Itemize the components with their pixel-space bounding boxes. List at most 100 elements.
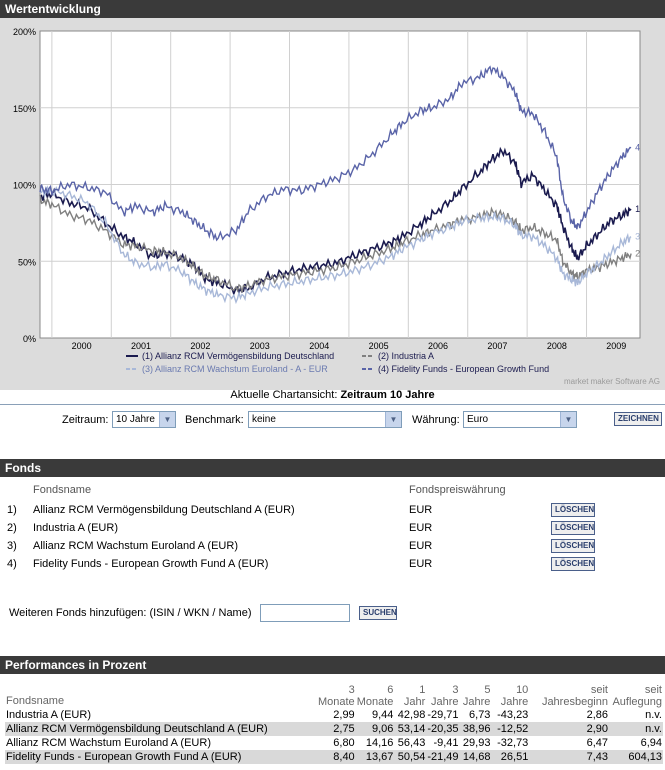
perf-value: -12,52 (491, 722, 530, 736)
fonds-col-name: Fondsname (33, 484, 92, 496)
perf-value: 2,75 (281, 722, 356, 736)
caption-value: Zeitraum 10 Jahre (340, 389, 435, 401)
chevron-down-icon: ▼ (159, 412, 175, 427)
perf-value: 7,43 (529, 750, 609, 764)
x-tick-label: 2003 (250, 341, 270, 351)
perf-col: 6 Monate (356, 684, 394, 708)
perf-fondsname: Allianz RCM Wachstum Euroland A (EUR) (6, 737, 211, 749)
perf-fondsname: Industria A (EUR) (6, 709, 91, 721)
add-fonds-label: Weiteren Fonds hinzufügen: (ISIN / WKN /… (9, 607, 252, 619)
add-fonds-row: Weiteren Fonds hinzufügen: (ISIN / WKN /… (0, 604, 665, 624)
perf-value: 38,96 (459, 722, 492, 736)
perf-value: 6,47 (586, 737, 608, 749)
legend-entry: (2) Industria A (378, 351, 434, 361)
fonds-header: Fonds (0, 459, 665, 477)
fonds-currency: EUR (409, 540, 433, 552)
loeschen-button[interactable]: LÖSCHEN (551, 539, 595, 553)
y-tick-label: 100% (13, 181, 36, 191)
perf-col: 3 Jahre (430, 684, 459, 708)
performance-table-head: Fondsname 3 Monate 6 Monate 1 Jahr 3 Jahre 5… (5, 684, 663, 708)
x-tick-label: 2006 (428, 341, 448, 351)
benchmark-value: keine (252, 414, 276, 425)
perf-value: 6,94 (640, 737, 662, 749)
x-tick-label: 2009 (606, 341, 626, 351)
x-tick-label: 2001 (131, 341, 151, 351)
perf-col: 1 Jahr (403, 684, 426, 708)
perf-value: 56,43 (397, 737, 426, 749)
perf-value: 29,93 (462, 737, 491, 749)
series-end-label: 4 (635, 143, 640, 153)
chart-caption: Aktuelle Chartansicht: Zeitraum 10 Jahre (0, 389, 665, 401)
perf-col: 10 Jahre (500, 684, 529, 708)
zeitraum-label: Zeitraum: (62, 414, 109, 426)
chart-controls: Zeitraum: 10 Jahre ▼ Benchmark: keine ▼ … (0, 410, 665, 430)
fonds-currency: EUR (409, 504, 433, 516)
loeschen-button[interactable]: LÖSCHEN (551, 521, 595, 535)
series-line (39, 194, 632, 293)
series-end-label: 3 (635, 232, 640, 242)
credit-label: market maker Software AG (564, 377, 660, 386)
perf-col: seit Auflegung (612, 684, 662, 708)
y-tick-label: 50% (18, 257, 36, 267)
waehrung-select[interactable]: Euro ▼ (463, 411, 577, 428)
series-line (39, 65, 632, 242)
perf-value: 604,13 (609, 750, 663, 764)
fonds-name: Fidelity Funds - European Growth Fund A … (33, 558, 269, 570)
perf-col: 5 Jahre (462, 684, 491, 708)
fonds-row: 3) Allianz RCM Wachstum Euroland A (EUR)… (0, 538, 665, 556)
x-tick-label: 2002 (190, 341, 210, 351)
caption-prefix: Aktuelle Chartansicht: (230, 389, 338, 401)
fonds-currency: EUR (409, 522, 433, 534)
perf-value: -21,49 (426, 750, 460, 764)
series-end-label: 1 (635, 204, 640, 214)
perf-value: 2,86 (586, 709, 608, 721)
legend-entry: (4) Fidelity Funds - European Growth Fun… (378, 364, 549, 374)
fonds-nr: 3) (7, 540, 17, 552)
fonds-nr: 4) (7, 558, 17, 570)
wertentwicklung-header: Wertentwicklung (0, 0, 665, 18)
add-fonds-input[interactable] (260, 604, 350, 622)
table-row: Allianz RCM Vermögensbildung Deutschland… (5, 722, 663, 736)
zeichnen-button[interactable]: ZEICHNEN (614, 412, 662, 426)
perf-value: 42,98 (397, 709, 426, 721)
perf-col: seit Jahresbeginn (541, 684, 608, 708)
legend-entry: (3) Allianz RCM Wachstum Euroland - A - … (142, 364, 328, 374)
waehrung-label: Währung: (412, 414, 460, 426)
loeschen-button[interactable]: LÖSCHEN (551, 557, 595, 571)
x-tick-label: 2004 (309, 341, 329, 351)
x-tick-label: 2005 (369, 341, 389, 351)
x-tick-label: 2000 (72, 341, 92, 351)
perf-value: n.v. (645, 709, 662, 721)
perf-value: 14,68 (459, 750, 492, 764)
chart-panel: 200% 150% 100% 50% 0% 2000 2001 2002 2003 2004 200… (0, 18, 665, 390)
perf-value: 14,16 (365, 737, 394, 749)
y-tick-label: 0% (23, 334, 36, 344)
perf-value: n.v. (609, 722, 663, 736)
perf-value: 26,51 (491, 750, 530, 764)
divider (0, 404, 665, 405)
table-row: Fidelity Funds - European Growth Fund A … (5, 750, 663, 764)
x-tick-label: 2008 (547, 341, 567, 351)
perf-value: -32,73 (497, 737, 529, 749)
performance-chart: 200% 150% 100% 50% 0% 2000 2001 2002 2003 2004 200… (13, 27, 660, 386)
fonds-nr: 1) (7, 504, 17, 516)
perf-fondsname: Allianz RCM Vermögensbildung Deutschland… (5, 722, 282, 736)
perf-value: 2,99 (333, 709, 355, 721)
perf-value: 8,40 (281, 750, 356, 764)
perf-value: 6,80 (333, 737, 355, 749)
fonds-name: Allianz RCM Wachstum Euroland A (EUR) (33, 540, 238, 552)
loeschen-button[interactable]: LÖSCHEN (551, 503, 595, 517)
perf-value: -20,35 (426, 722, 460, 736)
series-line (39, 146, 632, 297)
perf-value: 13,67 (355, 750, 395, 764)
perf-value: 2,90 (529, 722, 609, 736)
x-tick-label: 2007 (487, 341, 507, 351)
zeitraum-select[interactable]: 10 Jahre ▼ (112, 411, 176, 428)
table-row: Allianz RCM Wachstum Euroland A (EUR) 6,… (5, 736, 663, 750)
perf-value: 50,54 (394, 750, 427, 764)
benchmark-select[interactable]: keine ▼ (248, 411, 402, 428)
suchen-button[interactable]: SUCHEN (359, 606, 397, 620)
fonds-name: Allianz RCM Vermögensbildung Deutschland… (33, 504, 295, 516)
zeitraum-value: 10 Jahre (116, 414, 155, 425)
fonds-row: 1) Allianz RCM Vermögensbildung Deutschl… (0, 502, 665, 520)
